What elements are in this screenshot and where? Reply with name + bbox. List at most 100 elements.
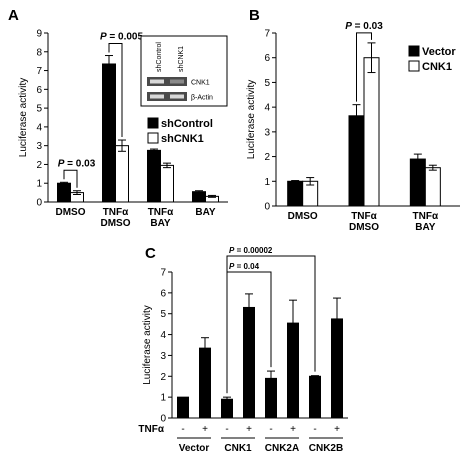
bar: [177, 396, 189, 419]
category-label: DMSO: [56, 207, 86, 218]
legend-swatch: [408, 60, 420, 72]
blot-band: [170, 79, 184, 84]
significance-bracket: [226, 255, 316, 394]
bar: [287, 180, 304, 207]
category-label: BAY: [415, 222, 436, 233]
legend-label: shCNK1: [161, 133, 204, 145]
y-tick-label: 9: [36, 29, 42, 40]
legend-swatch: [147, 132, 159, 144]
category-label: TNFα: [413, 211, 439, 222]
y-tick-label: 5: [36, 104, 42, 115]
blot-band: [150, 79, 164, 84]
blot-band-strip: [147, 92, 187, 101]
y-axis-label: Luciferase activity: [18, 78, 29, 157]
group-label: CNK1: [224, 443, 252, 454]
category-label: TNFα: [351, 211, 377, 222]
y-tick-label: 5: [264, 78, 270, 89]
y-tick-label: 8: [36, 47, 42, 58]
y-tick-label: 1: [36, 179, 42, 190]
y-tick-label: 0: [36, 198, 42, 209]
bar: [424, 167, 441, 207]
treatment-sign: -: [181, 424, 184, 435]
blot-lane-label: shControl: [156, 42, 163, 72]
p-value-label: P = 0.00002: [229, 246, 273, 255]
y-tick-label: 3: [264, 127, 270, 138]
y-tick-label: 6: [160, 288, 166, 299]
bar: [192, 191, 206, 203]
category-label: BAY: [195, 207, 216, 218]
y-tick-label: 7: [160, 268, 166, 279]
bar: [409, 158, 426, 207]
group-label: Vector: [179, 443, 210, 454]
y-tick-label: 7: [264, 29, 270, 40]
treatment-sign: +: [290, 424, 296, 435]
y-tick-label: 3: [36, 141, 42, 152]
y-tick-label: 0: [160, 414, 166, 425]
category-label: DMSO: [101, 218, 131, 229]
panel-letter: A: [8, 7, 19, 24]
blot-band: [150, 94, 164, 99]
treatment-sign: -: [225, 424, 228, 435]
y-tick-label: 0: [264, 202, 270, 213]
bar: [160, 164, 174, 203]
y-tick-label: 2: [264, 152, 270, 163]
significance-bracket: [63, 169, 78, 188]
treatment-sign: -: [269, 424, 272, 435]
p-value-label: P = 0.03: [58, 158, 96, 169]
blot-band-strip: [147, 77, 187, 86]
bar: [115, 145, 129, 203]
blot-band: [170, 94, 184, 99]
group-label: CNK2A: [265, 443, 299, 454]
legend-swatch: [408, 45, 420, 57]
legend-label: shControl: [161, 118, 213, 130]
y-axis-label: Luciferase activity: [246, 80, 257, 159]
category-label: DMSO: [349, 222, 379, 233]
p-value-label: P = 0.04: [229, 262, 260, 271]
blot-lane-label: shCNK1: [178, 46, 185, 72]
panel-c: C 0 1 2 3 4 5 6 7 Luciferase activity - + - + - + - + TNFα…: [138, 245, 348, 454]
category-label: BAY: [150, 218, 171, 229]
y-tick-label: 4: [264, 103, 270, 114]
tnf-row-label: TNFα: [138, 424, 164, 435]
y-tick-label: 2: [36, 160, 42, 171]
y-tick-label: 6: [264, 53, 270, 64]
y-tick-label: 3: [160, 351, 166, 362]
bar: [363, 57, 380, 207]
p-value-label: P = 0.005: [100, 32, 144, 43]
bar: [243, 306, 255, 419]
p-value-label: P = 0.03: [345, 21, 383, 32]
y-tick-label: 1: [264, 177, 270, 188]
bar: [102, 63, 116, 203]
treatment-sign: +: [202, 424, 208, 435]
panel-letter: B: [249, 7, 260, 24]
panel-letter: C: [145, 245, 156, 262]
blot-row-label: CNK1: [191, 80, 210, 87]
y-tick-label: 2: [160, 372, 166, 383]
bar: [309, 375, 321, 419]
treatment-sign: +: [334, 424, 340, 435]
y-tick-label: 4: [160, 330, 166, 341]
category-label: DMSO: [288, 211, 318, 222]
significance-bracket: [356, 32, 372, 102]
y-tick-label: 5: [160, 309, 166, 320]
significance-bracket: [108, 43, 123, 138]
legend-swatch: [147, 117, 159, 129]
group-label: CNK2B: [309, 443, 343, 454]
treatment-sign: -: [313, 424, 316, 435]
y-tick-label: 6: [36, 85, 42, 96]
category-label: TNFα: [148, 207, 174, 218]
blot-row-label: β-Actin: [191, 95, 213, 102]
legend-label: Vector: [422, 46, 456, 58]
category-label: TNFα: [103, 207, 129, 218]
bar: [147, 149, 161, 203]
y-tick-label: 7: [36, 66, 42, 77]
legend-label: CNK1: [422, 61, 452, 73]
bar: [221, 398, 233, 419]
bar: [57, 182, 71, 203]
y-tick-label: 1: [160, 393, 166, 404]
y-axis-label: Luciferase activity: [142, 305, 153, 384]
treatment-sign: +: [246, 424, 252, 435]
